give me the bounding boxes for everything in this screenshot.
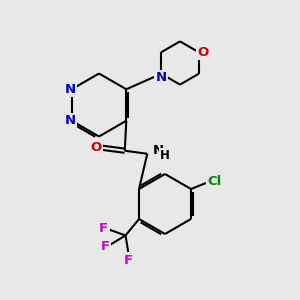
Text: N: N: [65, 83, 76, 96]
Text: O: O: [90, 141, 101, 154]
Text: O: O: [198, 46, 209, 59]
Text: H: H: [160, 149, 170, 162]
Text: N: N: [65, 114, 76, 127]
Text: Cl: Cl: [207, 175, 221, 188]
Text: N: N: [156, 71, 167, 84]
Text: N: N: [153, 144, 164, 157]
Text: F: F: [100, 239, 110, 253]
Text: F: F: [99, 221, 108, 235]
Text: F: F: [124, 254, 133, 267]
